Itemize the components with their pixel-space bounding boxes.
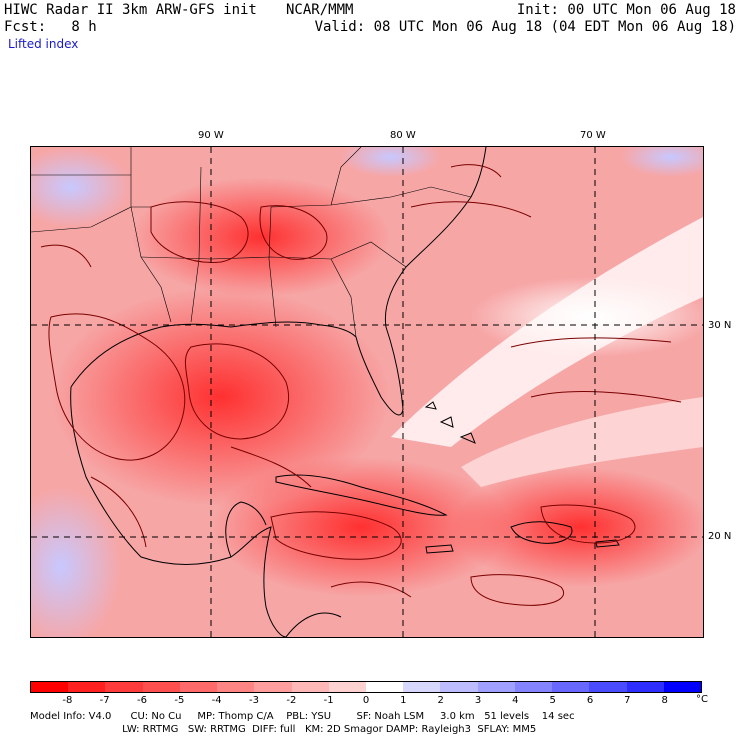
colorbar-swatch [626,682,664,692]
colorbar-swatch [68,682,106,692]
li-contours [40,164,682,606]
colorbar-swatch [142,682,180,692]
east-caribbean-unstable-area [451,467,703,587]
lon-label-90w: 90 W [198,130,224,141]
colorbar-tick-label: -2 [286,695,297,706]
atlantic-stable-band-2 [461,397,703,487]
colorbar [30,681,702,693]
forecast-hour: Fcst: 8 h [4,19,97,35]
mexico-stable-patch [31,487,121,637]
gulf-unstable-area [51,287,391,507]
colorbar-tick-label: -8 [62,695,73,706]
colorbar-swatch [254,682,292,692]
colorbar-swatch [179,682,218,692]
colorbar-tick-label: 3 [474,695,482,706]
lifted-index-map [30,146,704,638]
northeast-stable-patch [621,147,703,177]
model-info-line1: Model Info: V4.0 CU: No Cu MP: Thomp C/A… [30,711,575,722]
colorbar-swatch [217,682,255,692]
north-stable-patch [341,147,441,177]
colorbar-swatch [365,682,404,692]
colorbar-tick-label: -4 [211,695,222,706]
model-title: HIWC Radar II 3km ARW-GFS init [4,2,257,18]
colorbar-swatch [552,682,590,692]
colorbar-unit: °C [696,694,708,705]
colorbar-tick-label: -5 [174,695,185,706]
state-borders [31,147,472,338]
colorbar-tick-label: 5 [549,695,556,706]
colorbar-tick-label: -3 [249,695,259,706]
colorbar-tick-label: -7 [99,695,110,706]
colorbar-tick-label: 1 [400,695,407,706]
colorbar-swatch [514,682,553,692]
colorbar-tick-label: 4 [512,695,519,706]
valid-time: Valid: 08 UTC Mon 06 Aug 18 (04 EDT Mon … [314,19,736,35]
field-name: Lifted index [8,37,79,51]
colorbar-swatch [291,682,329,692]
org-label: NCAR/MMM [286,2,354,18]
colorbar-tick-label: -1 [323,695,334,706]
colorbar-tick-label: 7 [624,695,631,706]
colorbar-swatch [328,682,366,692]
latlon-grid [31,147,703,637]
colorbar-tick-label: 0 [362,695,370,706]
colorbar-tick-label: -6 [137,695,147,706]
colorbar-tick-label: 2 [437,695,444,706]
colorbar-tick-label: 6 [586,695,594,706]
lon-label-70w: 70 W [580,130,606,141]
lat-label-20n: 20 N [708,531,732,542]
colorbar-swatch [589,682,627,692]
colorbar-swatch [663,682,701,692]
southeast-us-unstable-area [131,177,391,297]
plains-stable-patch [31,147,131,227]
colorbar-tick-label: 8 [661,695,668,706]
lat-label-30n: 30 N [708,320,732,331]
model-info-line2: LW: RRTMG SW: RRTMG DIFF: full KM: 2D Sm… [30,724,537,735]
lon-label-80w: 80 W [390,130,416,141]
atlantic-white-patch [471,277,703,357]
colorbar-swatch [477,682,515,692]
colorbar-swatch [31,682,69,692]
caribbean-unstable-area [211,457,511,597]
colorbar-swatch [403,682,441,692]
init-time: Init: 00 UTC Mon 06 Aug 18 [516,2,736,18]
colorbar-swatch [105,682,143,692]
colorbar-swatch [440,682,478,692]
